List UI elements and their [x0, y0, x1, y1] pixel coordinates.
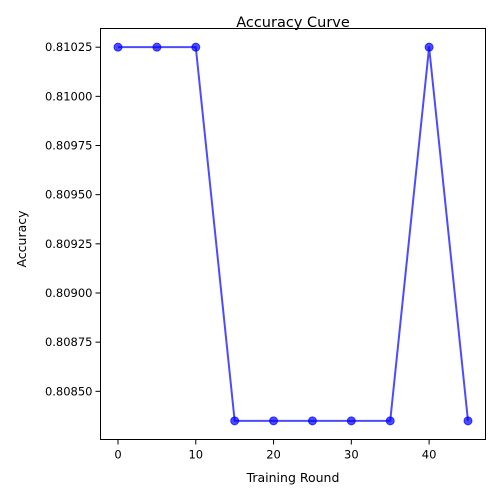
- y-tick-label: 0.80925: [45, 237, 93, 251]
- data-point: [191, 42, 201, 52]
- y-tick-label: 0.80875: [45, 335, 93, 349]
- data-point: [152, 42, 162, 52]
- y-tick-label: 0.80850: [45, 384, 93, 398]
- plot-area: 0 10 20 30 40 0.80850 0.80875 0.80900 0.80925 0.8…: [45, 40, 473, 462]
- x-tick-label: 20: [266, 448, 281, 462]
- x-tick-label: 0: [114, 448, 121, 462]
- x-tick-label: 40: [422, 448, 437, 462]
- data-point: [307, 416, 317, 426]
- x-tick-label: 30: [344, 448, 359, 462]
- data-point: [463, 416, 473, 426]
- y-tick-label: 0.80950: [45, 188, 93, 202]
- y-tick-label: 0.81000: [45, 89, 93, 103]
- data-point: [113, 42, 123, 52]
- data-point: [230, 416, 240, 426]
- y-tick-label: 0.80975: [45, 139, 93, 153]
- series-line: [118, 46, 469, 422]
- y-tick-label: 0.81025: [45, 40, 93, 54]
- data-point: [385, 416, 395, 426]
- x-tick-label: 10: [188, 448, 203, 462]
- y-tick-label: 0.80900: [45, 286, 93, 300]
- y-axis-label: Accuracy: [14, 210, 29, 268]
- data-point: [346, 416, 356, 426]
- x-axis-label: Training Round: [246, 470, 340, 485]
- axes-frame: [100, 28, 486, 440]
- data-point: [424, 42, 434, 52]
- chart-title: Accuracy Curve: [236, 15, 350, 31]
- data-point: [269, 416, 279, 426]
